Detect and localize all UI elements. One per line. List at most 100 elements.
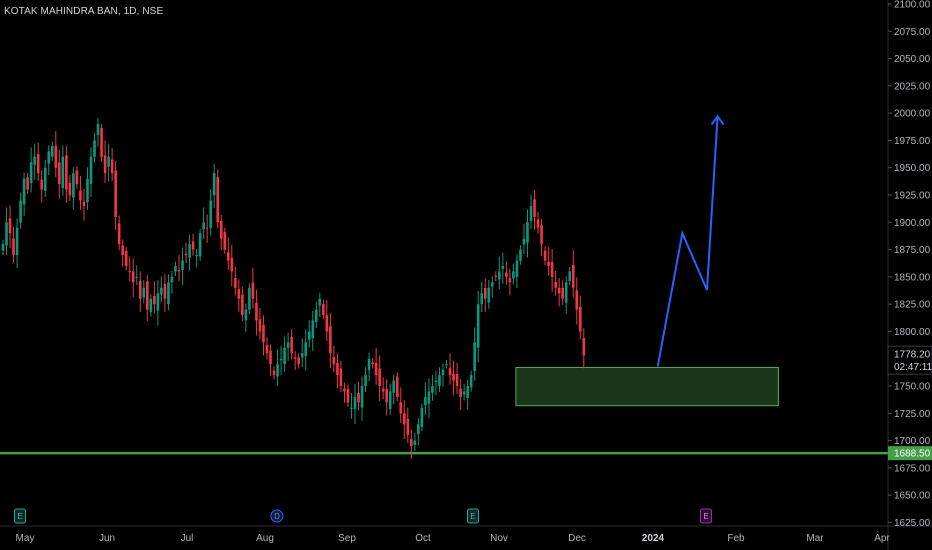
candle-body bbox=[388, 391, 392, 409]
candle-body bbox=[399, 402, 403, 414]
candle-body bbox=[455, 374, 459, 387]
candle-body bbox=[564, 282, 568, 303]
y-tick-label: 1850.00 bbox=[894, 272, 931, 283]
candle-body bbox=[381, 388, 385, 392]
countdown-label: 02:47:11 bbox=[894, 362, 932, 373]
candle-body bbox=[1, 244, 5, 251]
y-tick-label: 1700.00 bbox=[894, 436, 931, 447]
candle-body bbox=[462, 391, 466, 395]
candle-body bbox=[307, 331, 311, 340]
candle-body bbox=[82, 201, 86, 206]
candle-body bbox=[230, 257, 234, 272]
candle-body bbox=[385, 388, 388, 403]
y-tick-label: 1975.00 bbox=[894, 136, 931, 147]
candle-body bbox=[47, 151, 51, 164]
y-tick-label: 1825.00 bbox=[894, 300, 931, 311]
candle-body bbox=[167, 282, 170, 304]
candle-body bbox=[65, 155, 68, 190]
candle-body bbox=[54, 145, 58, 168]
candle-body bbox=[93, 140, 96, 157]
candle-body bbox=[498, 271, 501, 280]
y-tick-label: 2025.00 bbox=[894, 81, 931, 92]
candle-body bbox=[96, 124, 100, 136]
candle-body bbox=[339, 368, 343, 387]
projection-path[interactable] bbox=[656, 116, 719, 367]
candle-body bbox=[184, 253, 188, 256]
candle-body bbox=[297, 357, 300, 365]
y-tick-label: 1950.00 bbox=[894, 163, 931, 174]
candle-body bbox=[508, 278, 512, 283]
marker-letter: E bbox=[470, 512, 475, 521]
candle-body bbox=[138, 280, 142, 299]
candle-body bbox=[131, 271, 135, 283]
candle-body bbox=[188, 244, 191, 258]
candle-body bbox=[128, 271, 132, 273]
candle-body bbox=[114, 170, 117, 217]
candle-body bbox=[547, 261, 550, 266]
candle-body bbox=[219, 220, 223, 239]
candle-body bbox=[459, 388, 462, 397]
candle-body bbox=[578, 306, 582, 332]
candle-body bbox=[445, 364, 448, 366]
candle-body bbox=[438, 375, 441, 386]
candle-body bbox=[526, 222, 529, 243]
candle-body bbox=[364, 375, 367, 387]
earnings-marker[interactable] bbox=[14, 508, 26, 524]
candle-body bbox=[163, 283, 167, 299]
candle-body bbox=[50, 145, 54, 157]
candle-body bbox=[117, 223, 121, 245]
candle-body bbox=[360, 386, 364, 408]
candle-body bbox=[480, 293, 484, 305]
candle-body bbox=[350, 407, 353, 409]
candle-body bbox=[554, 282, 557, 288]
demand-zone-rect[interactable] bbox=[515, 366, 779, 407]
candle-body bbox=[146, 281, 149, 310]
earnings-marker[interactable] bbox=[467, 508, 479, 524]
candle-body bbox=[378, 368, 381, 387]
candle-body bbox=[26, 177, 29, 190]
candle-body bbox=[33, 156, 36, 165]
earnings-marker[interactable] bbox=[700, 508, 712, 524]
candle-body bbox=[568, 271, 572, 282]
y-tick-label: 1675.00 bbox=[894, 463, 931, 474]
candle-body bbox=[395, 376, 399, 397]
candle-body bbox=[452, 373, 455, 381]
candle-body bbox=[61, 156, 65, 189]
candle-body bbox=[170, 276, 174, 283]
candle-body bbox=[290, 337, 293, 354]
candle-body bbox=[536, 219, 540, 228]
candle-body bbox=[103, 155, 107, 174]
candle-body bbox=[58, 162, 61, 185]
y-tick-label: 1725.00 bbox=[894, 409, 931, 420]
dividend-marker[interactable] bbox=[270, 509, 284, 523]
candle-body bbox=[272, 370, 276, 376]
candle-body bbox=[40, 179, 44, 190]
candle-body bbox=[202, 222, 205, 230]
candle-body bbox=[561, 288, 564, 299]
candle-body bbox=[276, 364, 279, 377]
candle-body bbox=[522, 238, 526, 245]
candle-body bbox=[293, 357, 297, 359]
symbol-title[interactable]: KOTAK MAHINDRA BAN, 1D, NSE bbox=[4, 6, 164, 17]
candle-body bbox=[505, 272, 508, 277]
candle-body bbox=[353, 396, 357, 410]
candle-body bbox=[318, 298, 322, 306]
candle-body bbox=[258, 319, 262, 332]
x-tick-label: 2024 bbox=[642, 533, 665, 544]
candle-body bbox=[75, 170, 79, 185]
x-tick-label: Apr bbox=[874, 533, 890, 544]
y-tick-label: 2075.00 bbox=[894, 27, 931, 38]
last-price-badge bbox=[887, 345, 932, 375]
candle-body bbox=[5, 222, 8, 246]
candle-body bbox=[346, 388, 350, 403]
candle-body bbox=[269, 350, 272, 365]
candle-body bbox=[343, 388, 346, 392]
candle-body bbox=[571, 264, 575, 288]
support-price-badge bbox=[888, 446, 932, 461]
candle-body bbox=[550, 262, 554, 277]
candle-body bbox=[392, 380, 396, 393]
candle-body bbox=[29, 162, 33, 184]
candle-body bbox=[487, 287, 491, 303]
candle-body bbox=[501, 265, 505, 269]
